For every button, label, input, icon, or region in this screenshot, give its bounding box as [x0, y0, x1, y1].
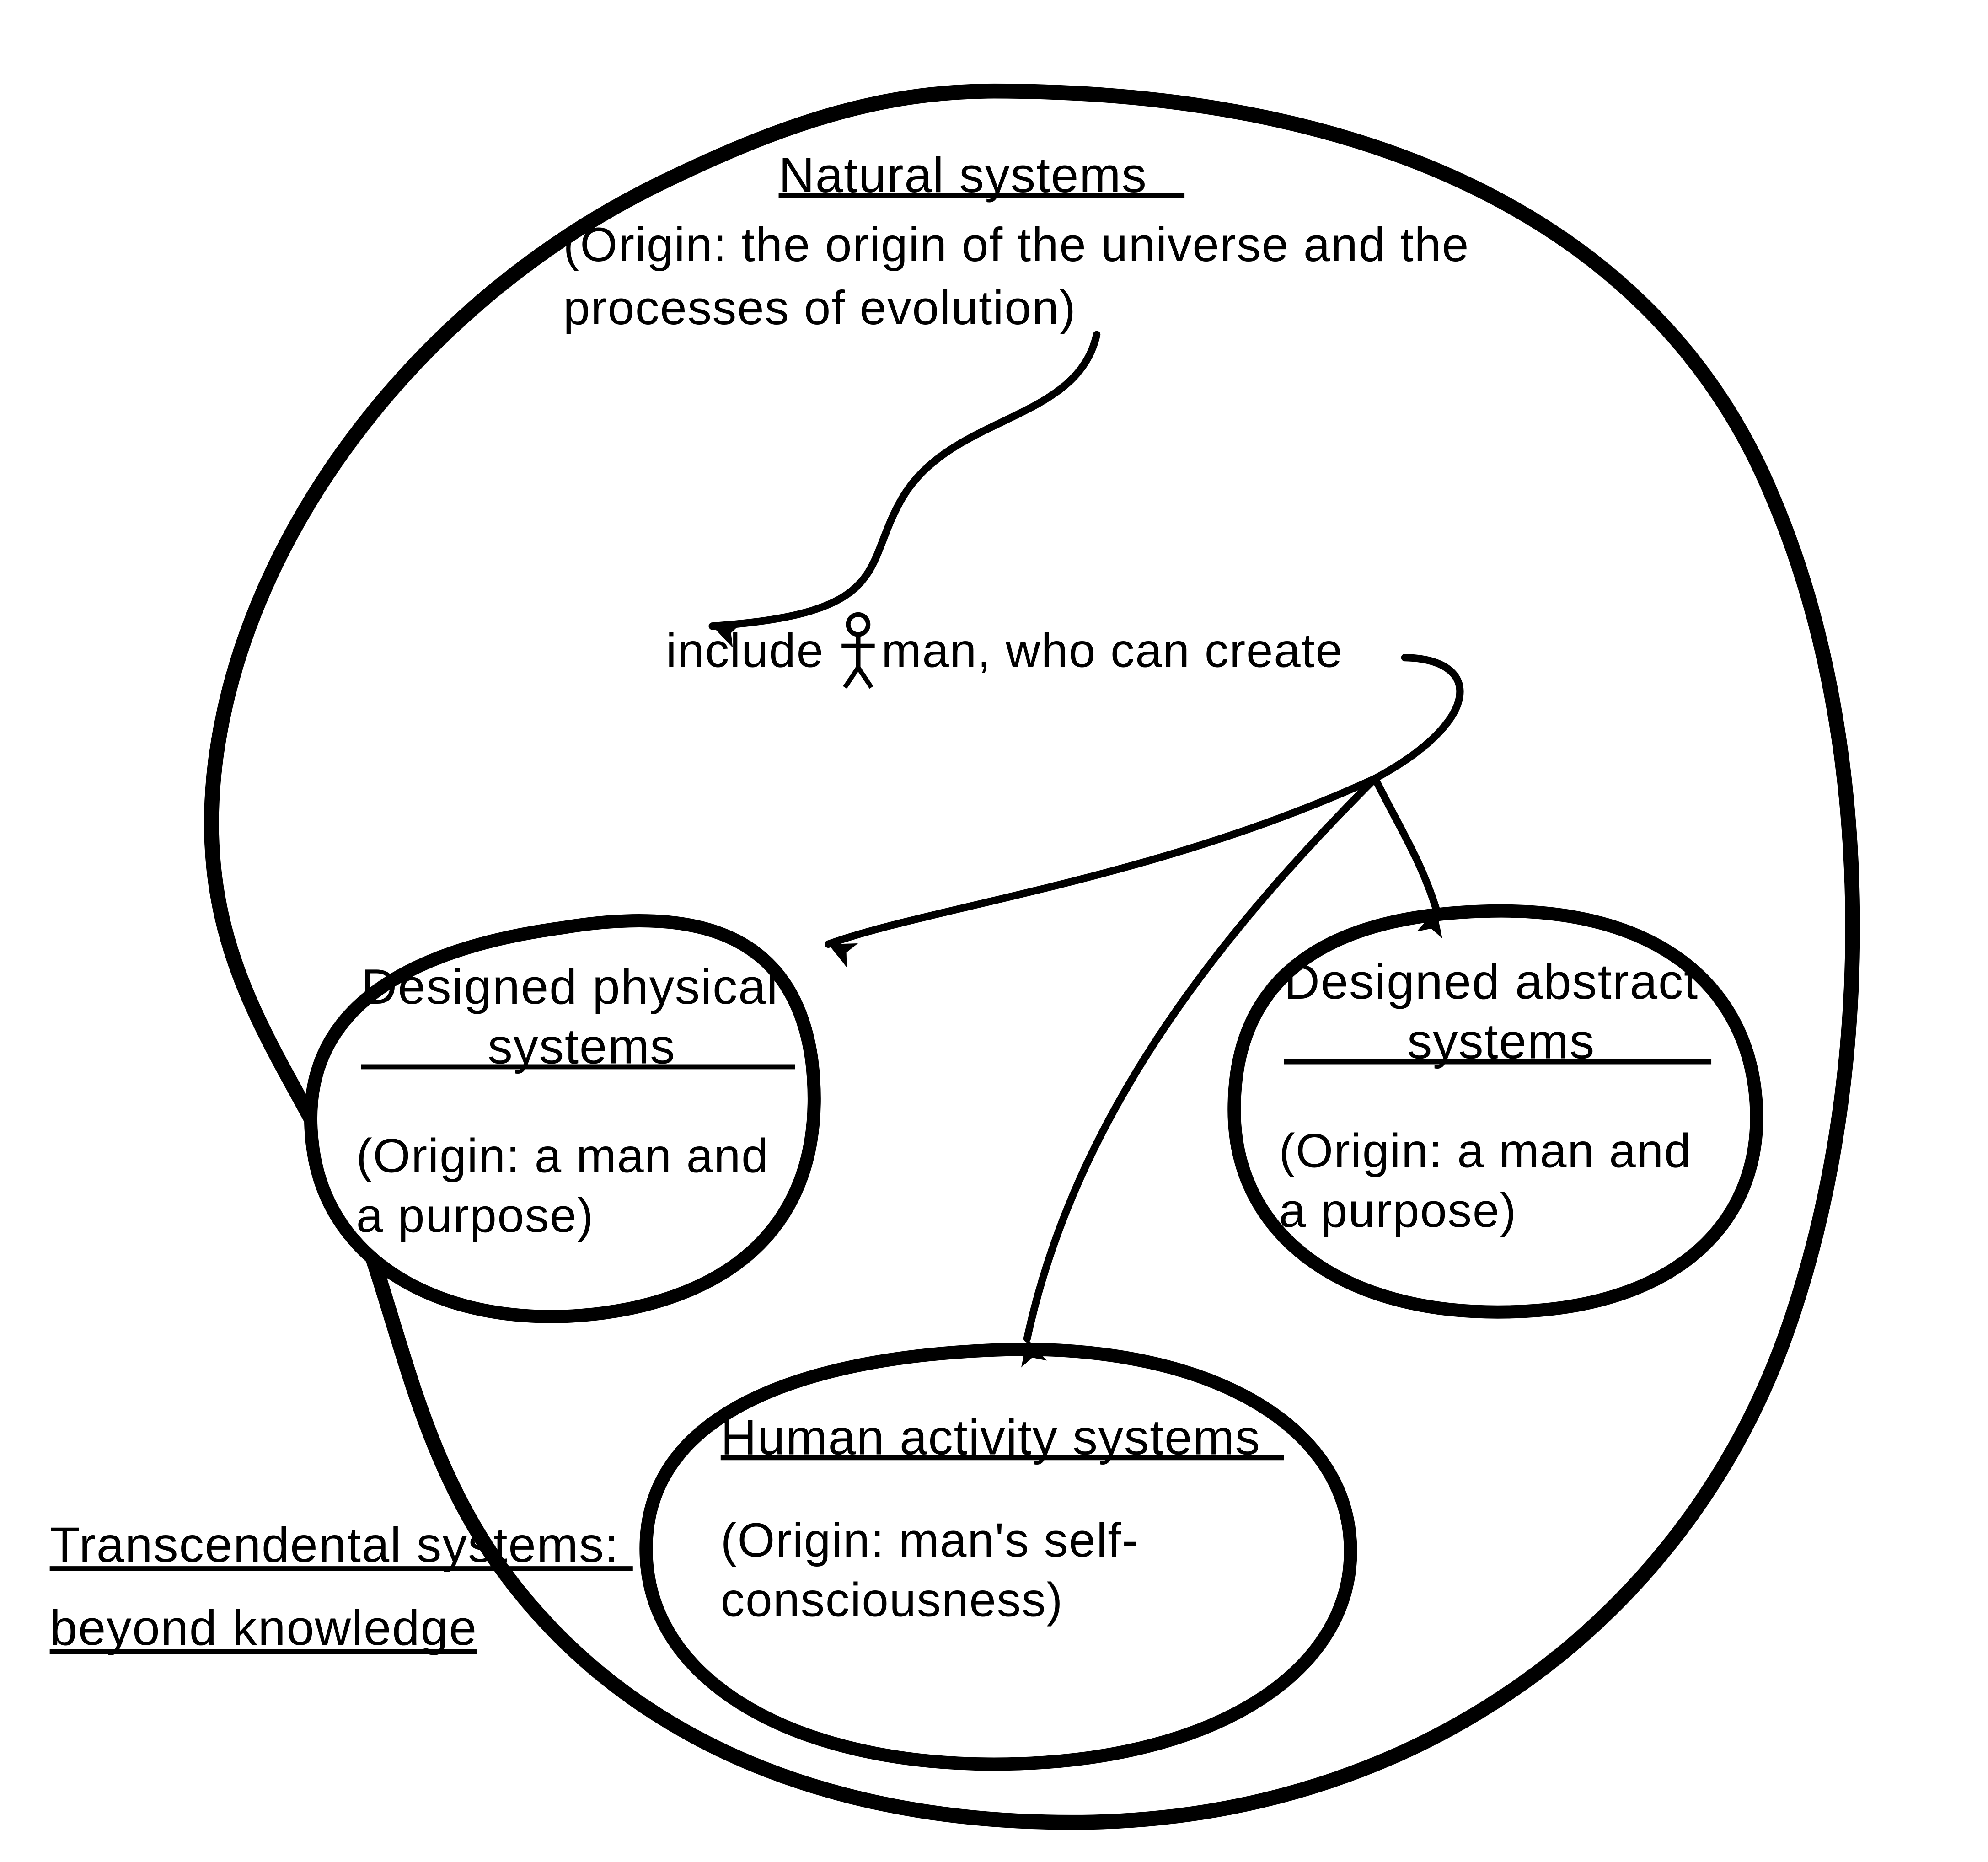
arrow-natural-to-include	[713, 335, 1097, 626]
designed-physical-systems: Designed physicalsystems(Origin: a man a…	[311, 920, 814, 1316]
designed-physical-systems-subtitle: (Origin: a man and	[356, 1129, 769, 1182]
include-man-line: include man, who can create	[666, 615, 1343, 687]
natural-systems-block: Natural systems(Origin: the origin of th…	[563, 148, 1470, 335]
transcendental-sub: beyond knowledge	[50, 1600, 477, 1656]
include-pre: include	[666, 624, 824, 678]
systems-diagram: Natural systems(Origin: the origin of th…	[0, 0, 1988, 1862]
human-activity-systems: Human activity systems(Origin: man's sel…	[646, 1349, 1350, 1764]
arrow-create-trunk	[1375, 658, 1460, 778]
human-activity-systems-subtitle: consciousness)	[721, 1573, 1063, 1627]
natural-systems-subtitle: processes of evolution)	[563, 281, 1077, 335]
designed-abstract-systems: Designed abstractsystems(Origin: a man a…	[1234, 911, 1757, 1312]
designed-physical-systems-subtitle: a purpose)	[356, 1189, 594, 1242]
designed-abstract-systems-subtitle: (Origin: a man and	[1279, 1124, 1692, 1178]
transcendental-title: Transcendental systems:	[50, 1518, 619, 1573]
designed-physical-systems-title: Designed physical	[361, 959, 779, 1015]
designed-abstract-systems-subtitle: a purpose)	[1279, 1184, 1517, 1237]
arrow-to-abstract	[1375, 779, 1436, 910]
transcendental-label: Transcendental systems: beyond knowledge	[50, 1518, 633, 1656]
stick-figure-icon	[848, 615, 868, 634]
human-activity-systems-subtitle: (Origin: man's self-	[721, 1514, 1139, 1567]
natural-systems-subtitle: (Origin: the origin of the universe and …	[563, 218, 1470, 272]
designed-abstract-systems-title: Designed abstract	[1284, 954, 1699, 1010]
include-post: man, who can create	[881, 624, 1343, 678]
